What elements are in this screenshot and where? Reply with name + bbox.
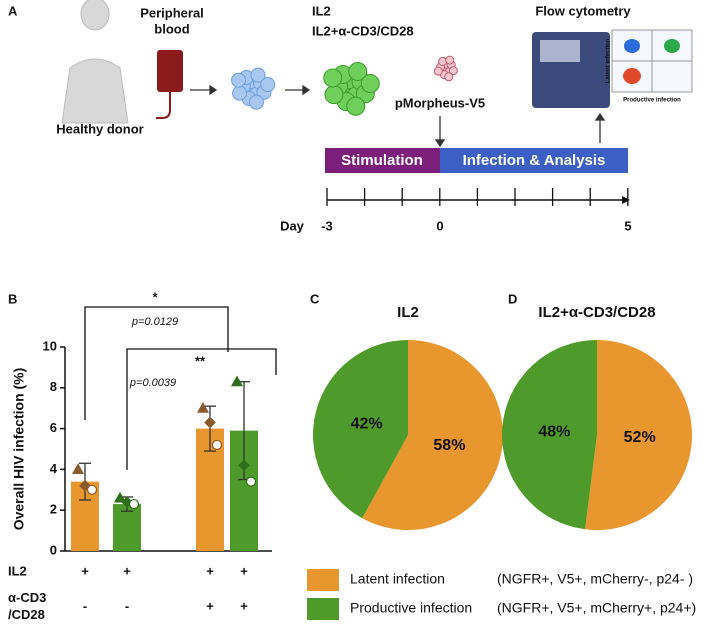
donor-label: Healthy donor (56, 121, 143, 136)
data-point (113, 491, 127, 503)
significance-stars: * (152, 289, 158, 304)
condition-label: IL2 (312, 3, 331, 18)
flow-population (623, 68, 641, 84)
cell-clusters (231, 55, 458, 116)
y-axis-title: Overall HIV infection (%) (11, 368, 27, 531)
legend-label: Productive infection (350, 600, 472, 616)
blood-label: Peripheral (140, 5, 204, 20)
data-point (211, 439, 223, 451)
condition-label: α-CD3 (8, 590, 46, 605)
cell (250, 67, 266, 83)
y-tick-label: 6 (50, 420, 57, 435)
cell (360, 74, 380, 94)
panel-label: D (508, 291, 517, 306)
phase-label: Stimulation (341, 152, 423, 169)
condition-sign: + (81, 563, 89, 578)
flow-population (664, 39, 680, 53)
legend-swatch (307, 569, 339, 591)
slice-label: 48% (538, 424, 570, 441)
condition-sign: + (240, 563, 248, 578)
legend-swatch (307, 598, 339, 620)
timeline-ticks (326, 188, 629, 206)
blood-bag (157, 50, 183, 92)
data-point (86, 484, 98, 495)
cell (444, 72, 454, 82)
cell (324, 85, 344, 105)
phase-bar (440, 148, 628, 173)
blood-tube (156, 92, 171, 119)
y-tick-label: 10 (43, 338, 57, 353)
slice-label: 58% (433, 437, 465, 454)
panel-label: B (8, 291, 17, 306)
plot-axis-label: Latent infection (606, 38, 612, 83)
significance-bracket (84, 306, 229, 420)
condition-label: /CD28 (8, 607, 45, 622)
p-value: p=0.0129 (131, 316, 178, 328)
cell (248, 94, 264, 110)
cell (348, 61, 368, 81)
significance-bracket (126, 348, 277, 470)
legend-detail: (NGFR+, V5+, mCherry+, p24+) (497, 600, 696, 616)
y-tick-label: 0 (50, 542, 57, 557)
cell (232, 85, 248, 101)
condition-sign: + (123, 563, 131, 578)
bar (113, 504, 141, 551)
condition-sign: + (206, 598, 214, 613)
day-value: -3 (321, 218, 333, 233)
cell (323, 68, 343, 88)
condition-sign: - (125, 598, 129, 613)
readout-label: Flow cytometry (535, 3, 631, 18)
data-point (204, 416, 216, 429)
data-point (238, 459, 250, 472)
pie-slice (585, 340, 692, 530)
slice-label: 52% (624, 429, 656, 446)
cell (445, 55, 455, 65)
y-tick-label: 8 (50, 379, 57, 394)
cell (433, 66, 443, 76)
legend-label: Latent infection (350, 571, 445, 587)
plot-axis-label: Productive infection (623, 98, 681, 104)
cell (448, 66, 458, 76)
pie-slice (501, 340, 597, 530)
y-tick-label: 4 (50, 461, 58, 476)
blood-label: blood (154, 21, 189, 36)
data-point (245, 476, 257, 487)
pie-slice (312, 340, 408, 519)
cell (346, 96, 366, 116)
data-point (230, 375, 244, 387)
arrows (190, 84, 606, 148)
panel-label: A (8, 3, 18, 18)
condition-sign: + (240, 598, 248, 613)
pie-title: IL2+α-CD3/CD28 (538, 304, 655, 321)
donor-icon (61, 0, 129, 124)
day-label: Day (280, 218, 305, 233)
pie-slice (362, 340, 503, 530)
virus-label: pMorpheus-V5 (395, 95, 485, 110)
condition-sign: - (83, 598, 87, 613)
data-point (128, 498, 140, 510)
phase-label: Infection & Analysis (463, 152, 606, 169)
cytometer-panel (540, 40, 580, 62)
cell (260, 77, 276, 93)
panel-label: C (310, 291, 320, 306)
timeline-arrow (622, 196, 630, 204)
p-value: p=0.0039 (129, 377, 176, 389)
condition-label: IL2+α-CD3/CD28 (312, 23, 414, 38)
legend-detail: (NGFR+, V5+, mCherry-, p24- ) (497, 571, 693, 587)
day-value: 0 (436, 218, 443, 233)
phase-bar (325, 148, 440, 173)
day-value: 5 (624, 218, 631, 233)
cell (231, 72, 247, 88)
condition-label: IL2 (8, 563, 27, 578)
slice-label: 42% (351, 416, 383, 433)
condition-sign: + (206, 563, 214, 578)
cell (438, 56, 448, 66)
y-tick-label: 2 (50, 502, 57, 517)
significance-stars: ** (195, 353, 206, 368)
data-point (196, 401, 210, 413)
pie-title: IL2 (397, 304, 419, 321)
data-point (71, 463, 85, 474)
flow-population (624, 39, 640, 53)
